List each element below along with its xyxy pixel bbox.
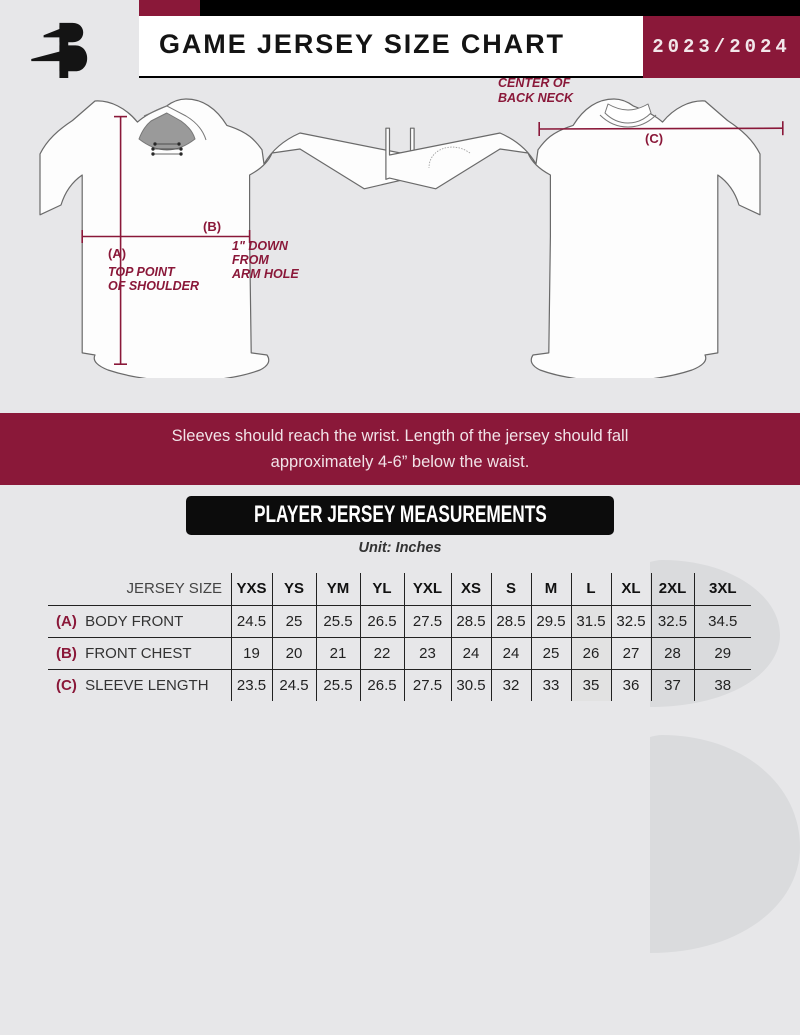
svg-text:1" DOWN: 1" DOWN bbox=[232, 239, 289, 253]
svg-text:FROM: FROM bbox=[232, 253, 269, 267]
svg-text:OF SHOULDER: OF SHOULDER bbox=[108, 279, 199, 293]
svg-text:CENTER OF: CENTER OF bbox=[498, 78, 571, 90]
svg-text:(A): (A) bbox=[108, 246, 126, 261]
svg-text:ARM HOLE: ARM HOLE bbox=[231, 267, 299, 281]
svg-text:BACK NECK: BACK NECK bbox=[498, 91, 574, 105]
svg-text:(B): (B) bbox=[203, 219, 221, 234]
svg-text:TOP POINT: TOP POINT bbox=[108, 265, 176, 279]
svg-text:(C): (C) bbox=[645, 131, 663, 146]
